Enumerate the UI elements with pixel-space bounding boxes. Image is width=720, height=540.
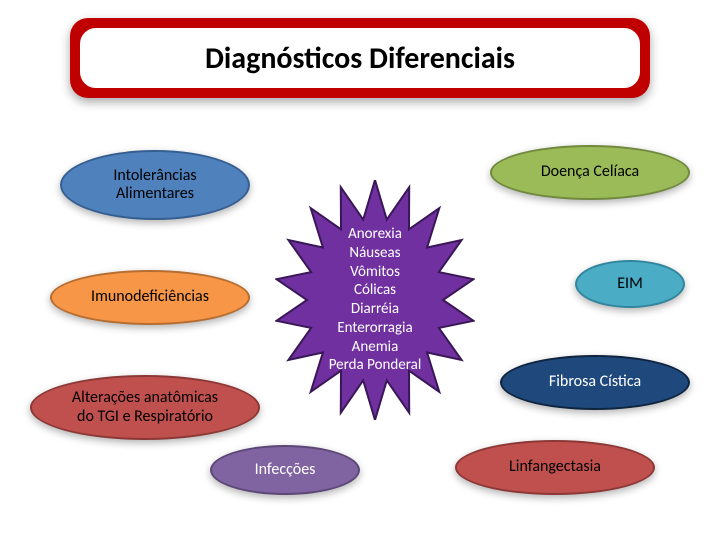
starburst-text: AnorexiaNáuseasVômitosCólicasDiarréiaEnt… [275,180,475,420]
ellipse-label: Linfangectasia [509,458,601,476]
symptom-line: Vômitos [350,263,400,282]
symptom-line: Enterorragia [337,319,412,338]
symptom-line: Náuseas [349,244,400,263]
ellipse-fibrosa: Fibrosa Cística [500,355,690,410]
ellipse-label: EIM [617,275,643,293]
ellipse-doenca-celiaca: Doença Celíaca [490,145,690,200]
ellipse-intolerancias: IntolerânciasAlimentares [60,150,250,220]
symptom-line: Perda Ponderal [329,356,422,375]
symptom-line: Anorexia [348,225,402,244]
symptom-starburst: AnorexiaNáuseasVômitosCólicasDiarréiaEnt… [275,180,475,420]
ellipse-infeccoes: Infecções [210,445,360,495]
ellipse-eim: EIM [575,260,685,308]
symptom-line: Anemia [352,338,399,357]
ellipse-alteracoes: Alterações anatômicasdo TGI e Respiratór… [30,375,260,440]
ellipse-label: Infecções [255,461,316,479]
ellipse-linfangectasia: Linfangectasia [455,440,655,495]
ellipse-label: Fibrosa Cística [549,373,641,391]
ellipse-label: Alterações anatômicasdo TGI e Respiratór… [72,389,218,426]
ellipse-imunodef: Imunodeficiências [50,270,250,325]
ellipse-label: IntolerânciasAlimentares [113,167,196,204]
symptom-line: Cólicas [354,281,396,300]
ellipse-label: Doença Celíaca [541,163,639,181]
symptom-line: Diarréia [351,300,399,319]
ellipse-label: Imunodeficiências [91,288,209,306]
page-title: Diagnósticos Diferenciais [205,40,515,77]
title-banner: Diagnósticos Diferenciais [78,26,642,90]
